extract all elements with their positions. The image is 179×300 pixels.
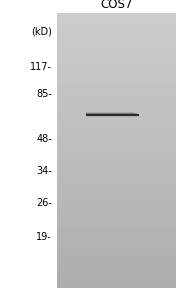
Text: COS7: COS7 [100,0,132,11]
Text: 26-: 26- [36,197,52,208]
Bar [86,113,138,115]
Bar [86,115,139,116]
Text: (kD): (kD) [31,26,52,37]
Bar [86,112,134,114]
Bar [86,115,139,116]
Bar [86,116,139,117]
Text: 117-: 117- [30,62,52,73]
Bar [86,114,139,116]
Text: 48-: 48- [36,134,52,145]
Text: 19-: 19- [36,232,52,242]
Bar [86,113,137,114]
Text: 34-: 34- [36,166,52,176]
Text: 85-: 85- [36,89,52,100]
